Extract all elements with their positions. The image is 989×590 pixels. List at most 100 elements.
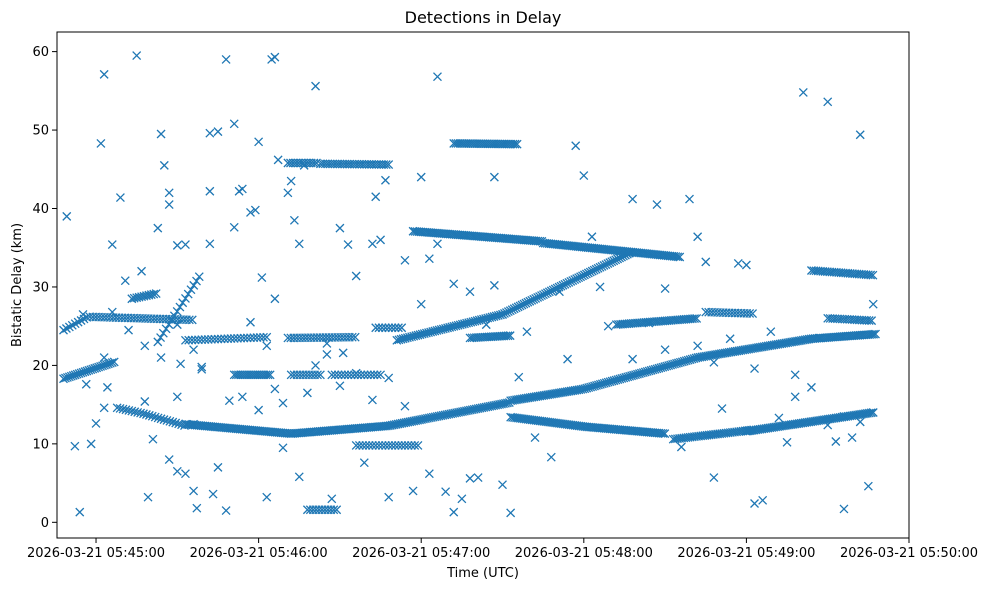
point-scatter <box>338 348 348 358</box>
point-scatter <box>823 420 833 430</box>
point-scatter <box>676 442 686 452</box>
point-scatter <box>449 507 459 517</box>
point-track-i <box>242 370 252 380</box>
point-track-p <box>377 323 387 333</box>
y-tick-label: 40 <box>32 202 49 217</box>
point-scatter <box>660 284 670 293</box>
point-track-e <box>144 410 154 420</box>
point-scatter <box>205 128 215 138</box>
point-track-d <box>153 337 163 347</box>
point-scatter <box>140 341 150 351</box>
point-scatter <box>156 353 166 363</box>
point-track-g <box>190 335 200 345</box>
point-scatter <box>107 240 117 250</box>
point-scatter <box>376 235 386 245</box>
point-track-v <box>504 139 514 149</box>
point-track-v <box>508 139 518 149</box>
point-track-v <box>457 139 467 148</box>
point-scatter <box>750 364 759 374</box>
point-track-ab <box>745 309 755 318</box>
point-track-k <box>359 370 369 380</box>
point-track-o <box>397 440 407 450</box>
point-scatter <box>823 97 833 107</box>
point-track-w <box>656 428 666 438</box>
point-track-o <box>390 440 400 450</box>
point-scatter <box>91 419 101 428</box>
point-track-v <box>464 139 473 149</box>
point-track-ac <box>868 270 878 280</box>
point-scatter <box>180 469 190 479</box>
point-scatter <box>367 239 377 249</box>
point-scatter <box>140 397 150 406</box>
point-track-k <box>372 370 382 380</box>
point-track-g <box>255 332 265 342</box>
point-track-b <box>107 358 117 368</box>
point-scatter <box>311 360 320 370</box>
point-track-aa <box>692 313 702 323</box>
point-scatter <box>270 294 280 304</box>
point-scatter <box>489 172 499 182</box>
y-tick-label: 0 <box>41 516 49 531</box>
point-track-v <box>512 139 522 149</box>
point-track-o <box>403 440 413 450</box>
point-track-g <box>249 333 259 343</box>
point-scatter <box>246 317 255 327</box>
chart-title: Detections in Delay <box>405 8 562 27</box>
point-scatter <box>78 309 88 319</box>
x-tick-label: 2026-03-21 05:49:00 <box>677 546 815 561</box>
point-track-v <box>491 139 501 149</box>
point-scatter <box>262 341 272 351</box>
point-scatter <box>367 395 377 405</box>
point-scatter <box>81 379 91 389</box>
point-track-p <box>380 323 390 333</box>
point-scatter <box>221 506 231 516</box>
point-scatter <box>153 223 163 233</box>
point-scatter <box>229 222 239 232</box>
point-scatter <box>289 215 299 225</box>
point-scatter <box>587 232 597 242</box>
point-track-g <box>252 333 262 343</box>
point-track-v <box>493 139 503 149</box>
point-scatter <box>96 138 106 148</box>
point-track-i <box>255 370 265 380</box>
point-scatter <box>351 368 361 378</box>
point-scatter <box>322 349 332 359</box>
point-track-m <box>384 160 394 170</box>
point-scatter <box>351 271 361 281</box>
point-scatter <box>294 472 304 482</box>
point-track-h <box>347 332 357 342</box>
point-scatter <box>311 81 320 91</box>
point-scatter <box>855 417 865 427</box>
y-tick-label: 30 <box>32 280 49 295</box>
point-scatter <box>717 404 727 414</box>
point-scatter <box>660 345 670 355</box>
point-track-d <box>194 272 204 282</box>
point-scatter <box>257 273 267 283</box>
point-track-g <box>216 334 226 344</box>
point-scatter <box>254 405 264 415</box>
point-scatter <box>246 207 255 217</box>
point-track-v <box>468 139 478 149</box>
point-scatter <box>327 494 337 504</box>
point-scatter <box>449 279 459 289</box>
point-scatter <box>371 192 381 202</box>
point-scatter <box>197 364 207 374</box>
point-track-d <box>158 328 168 338</box>
point-scatter <box>603 321 613 331</box>
point-track-r <box>505 331 515 341</box>
point-scatter <box>213 127 223 137</box>
point-scatter <box>172 466 182 476</box>
point-scatter <box>790 370 800 380</box>
point-scatter <box>99 69 109 79</box>
point-track-o <box>380 440 390 450</box>
point-scatter <box>424 254 434 264</box>
point-track-o <box>354 440 364 450</box>
point-track-v <box>451 138 461 148</box>
point-scatter <box>709 473 719 483</box>
point-track-v <box>461 139 471 149</box>
point-scatter <box>571 141 581 151</box>
point-scatter <box>380 175 390 185</box>
point-track-o <box>367 440 377 450</box>
point-track-e <box>139 409 148 419</box>
